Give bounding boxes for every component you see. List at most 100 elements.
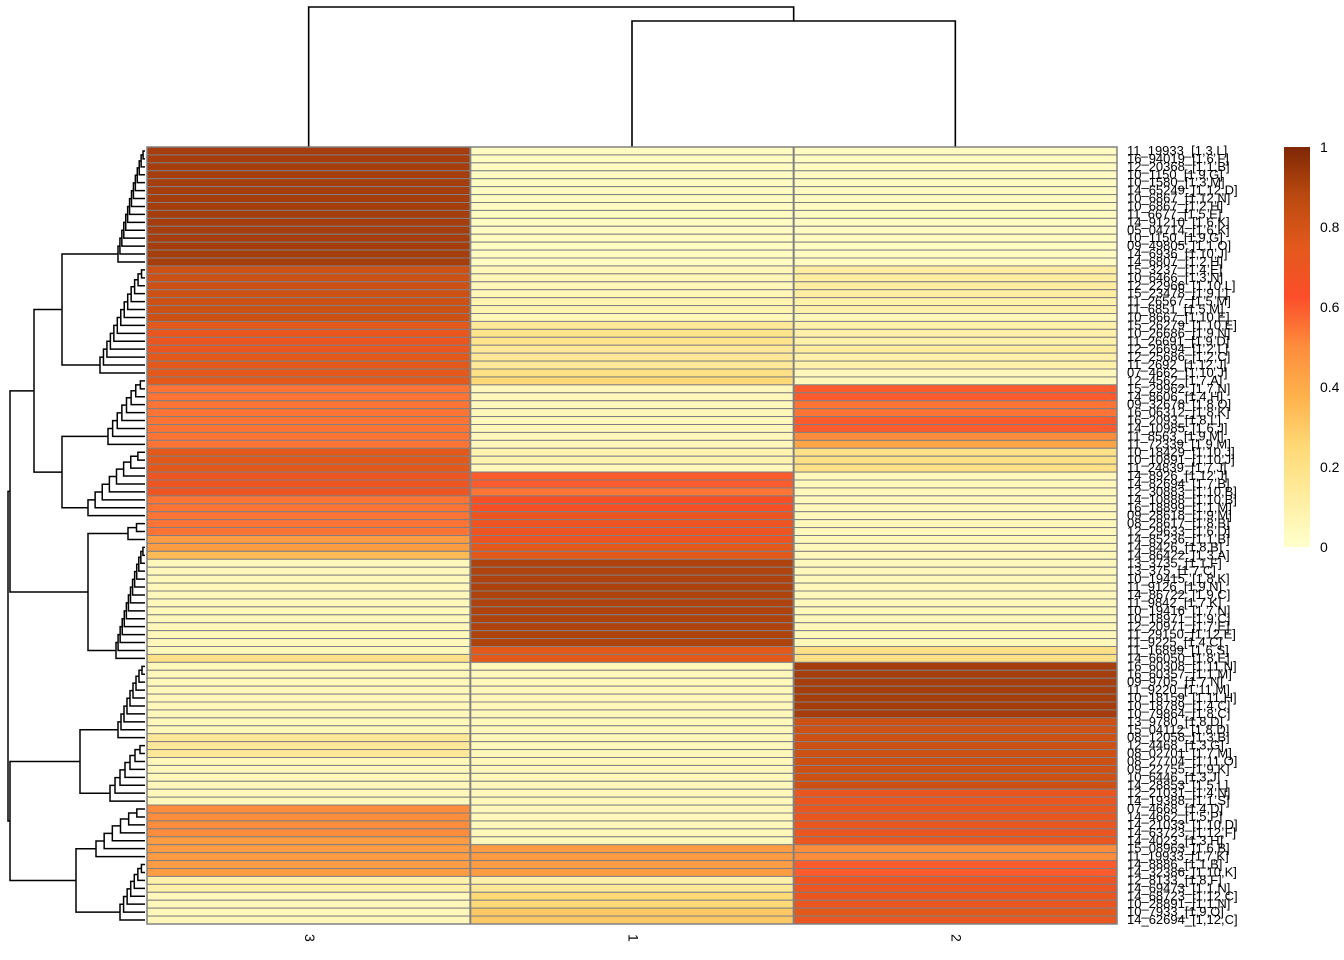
row-label: 14_86422_[1,3,A]: [1127, 547, 1230, 562]
row-label: 13_9780_[1,8,D]: [1127, 714, 1223, 729]
heatmap-cell: [793, 503, 1118, 513]
row-label: 14_6936_[1,10,J]: [1127, 246, 1227, 261]
heatmap-cell: [469, 749, 795, 758]
heatmap-cell: [469, 899, 795, 909]
heatmap-cell: [793, 836, 1118, 846]
row-label: 08_28617_[1,8,B]: [1127, 516, 1230, 531]
row-label: 10_19416_[1,7,N]: [1127, 603, 1230, 618]
heatmap-cell: [793, 328, 1118, 338]
heatmap-cell: [469, 352, 795, 362]
heatmap-cell: [469, 638, 795, 647]
row-label: 14_66050_[1,8,E]: [1127, 650, 1230, 665]
heatmap-cell: [469, 447, 795, 457]
row-label: 11_9220_[1,11,M]: [1127, 682, 1230, 697]
legend-tick-label: 1: [1320, 139, 1328, 155]
heatmap-cell: [146, 542, 471, 552]
row-label: 12_21031_[1,4,N]: [1127, 785, 1230, 800]
row-label: 14_68723_[1,12,C]: [1127, 888, 1238, 903]
row-dendrogram-branch: [123, 221, 145, 239]
heatmap-cell: [469, 194, 795, 203]
heatmap-cell: [793, 638, 1118, 647]
heatmap-cell: [793, 360, 1118, 370]
heatmap-cell: [793, 883, 1118, 893]
heatmap-cell: [146, 638, 471, 647]
row-label: 14_19388_[1,1,S]: [1127, 793, 1230, 808]
heatmap-cell: [793, 408, 1118, 418]
row-dendrogram-branch: [142, 150, 145, 160]
row-label: 13_3735_[1,1,F]: [1127, 555, 1222, 570]
heatmap-cell: [793, 202, 1118, 211]
row-dendrogram-branch: [79, 729, 118, 794]
heatmap-cell: [469, 915, 795, 925]
row-dendrogram-branch: [142, 546, 145, 557]
row-dendrogram-branch: [137, 273, 145, 287]
heatmap-cell: [146, 661, 471, 671]
heatmap-cell: [793, 614, 1118, 624]
heatmap-cell: [793, 487, 1118, 497]
row-label: 09_9705_[1,7,N]: [1127, 674, 1223, 689]
row-dendrogram-branch: [141, 665, 145, 675]
heatmap-cell: [793, 796, 1118, 806]
heatmap-cell: [146, 320, 471, 330]
heatmap-cell: [469, 463, 795, 473]
heatmap-cell: [146, 408, 471, 418]
heatmap-cell: [146, 844, 471, 854]
heatmap-cell: [793, 471, 1118, 481]
row-label: 14_32386_[1,10,K]: [1127, 864, 1237, 879]
heatmap-cell: [146, 852, 471, 862]
heatmap-cell: [469, 289, 795, 299]
row-label: 12_20971_[1,7,E]: [1127, 619, 1230, 634]
row-label: 10_18429_[1,10,J]: [1127, 444, 1235, 459]
heatmap-cell: [793, 178, 1118, 188]
heatmap-cell: [469, 788, 795, 798]
heatmap-cell: [146, 519, 471, 529]
heatmap-cell: [469, 542, 795, 552]
heatmap-cell: [146, 313, 471, 322]
row-label: 09_32678_[1,8,O]: [1127, 397, 1231, 412]
heatmap-cell: [146, 622, 471, 632]
heatmap-cell: [793, 844, 1118, 854]
heatmap-cell: [146, 439, 471, 449]
heatmap-cell: [793, 257, 1118, 267]
heatmap-cell: [469, 725, 795, 735]
row-label: 10_6466_[1,3,N]: [1127, 270, 1223, 285]
heatmap-cell: [469, 313, 795, 322]
row-label: 14_8426_[1,8,B]: [1127, 539, 1222, 554]
legend-colorbar: [1284, 147, 1310, 547]
heatmap-cell: [146, 772, 471, 782]
heatmap-cell: [469, 757, 795, 766]
row-label: 14_8886_[1,1,B]: [1127, 857, 1222, 872]
heatmap-cell: [469, 479, 795, 489]
row-dendrogram-branch: [7, 490, 10, 822]
legend-tick-label: 0: [1320, 539, 1328, 555]
heatmap-cell: [146, 780, 471, 790]
row-label: 15_08963_[1,6,B]: [1127, 841, 1230, 856]
heatmap-cell: [793, 320, 1118, 330]
row-label: 10_6867_[1,12,N]: [1127, 191, 1230, 206]
row-label: 05_04714_[1,6,K]: [1127, 222, 1230, 237]
row-label: 16_60308_[1,11,N]: [1127, 658, 1237, 673]
row-dendrogram-branch: [119, 625, 145, 644]
row-dendrogram-branch: [116, 316, 145, 335]
heatmap-cell: [793, 677, 1118, 687]
heatmap-cells: [146, 146, 1118, 925]
heatmap-cell: [469, 558, 795, 568]
heatmap-cell: [146, 305, 471, 315]
heatmap-cell: [469, 408, 795, 418]
heatmap-cell: [146, 860, 471, 869]
row-label: 15_23478_[1,9,L]: [1127, 286, 1228, 301]
heatmap-cell: [146, 257, 471, 267]
row-label: 10_1150_[1,9,G]: [1127, 230, 1223, 245]
row-label: 12_29633_[1,6,D]: [1127, 524, 1230, 539]
heatmap-cell: [146, 194, 471, 203]
row-label: 15_29962_[1,7,N]: [1127, 381, 1230, 396]
row-label: 08_12058_[1,3,B]: [1127, 730, 1230, 745]
heatmap-cell: [793, 273, 1118, 283]
heatmap-cell: [469, 820, 795, 830]
heatmap-cell: [469, 400, 795, 410]
heatmap-cell: [793, 804, 1118, 814]
heatmap-cell: [469, 511, 795, 521]
heatmap-cell: [793, 725, 1118, 735]
row-label: 12_4562_[1,7,A]: [1127, 373, 1222, 388]
